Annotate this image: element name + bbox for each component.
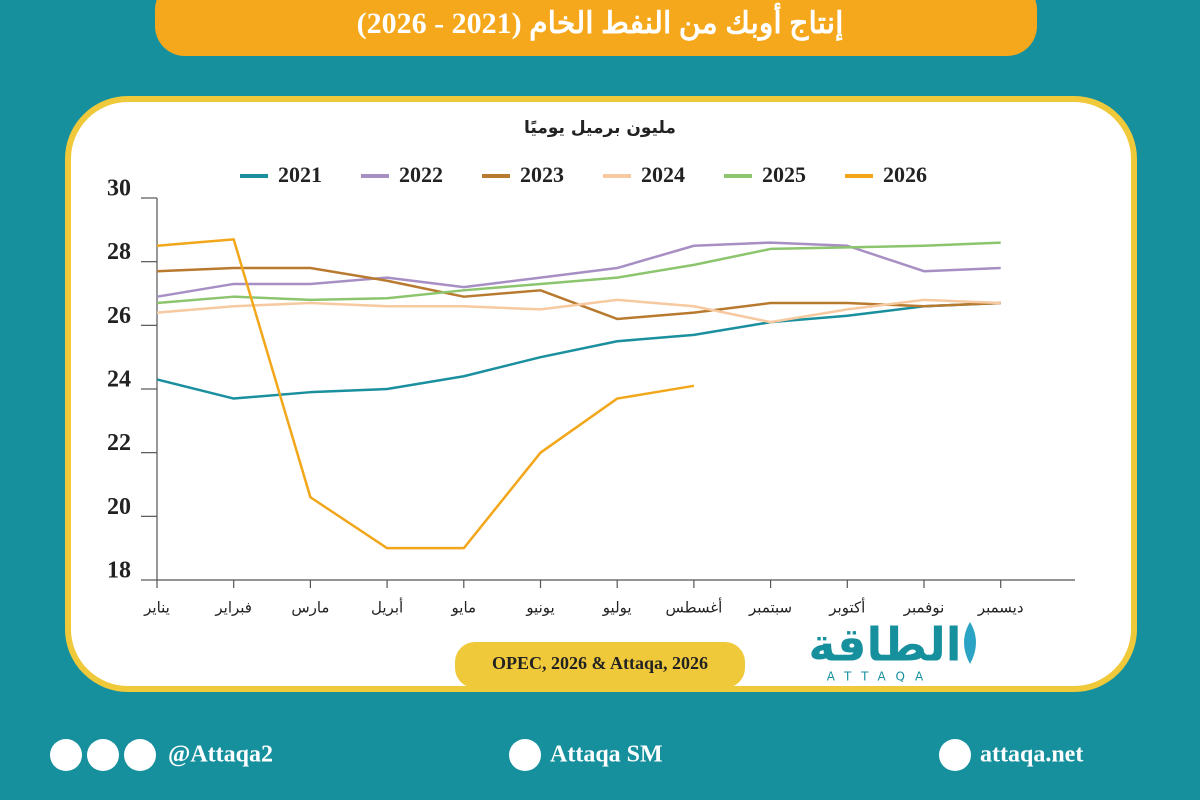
- logo-latin: ATTAQA: [827, 670, 933, 684]
- series-line: [156, 241, 1001, 305]
- x-tick-label: مارس: [291, 599, 329, 617]
- x-tick-label: فبراير: [214, 599, 252, 617]
- series-line: [156, 301, 1001, 400]
- series-line: [156, 238, 695, 550]
- legend-label: 2024: [641, 162, 685, 187]
- footer-youtube: Attaqa SM: [550, 742, 663, 768]
- legend-label: 2022: [399, 162, 443, 187]
- facebook-icon: [124, 739, 156, 771]
- y-tick-label: 28: [107, 239, 131, 265]
- instagram-icon: [87, 739, 119, 771]
- source-box: [455, 642, 745, 688]
- youtube-icon: [509, 739, 541, 771]
- x-icon: [50, 739, 82, 771]
- x-tick-label: نوفمبر: [903, 599, 945, 617]
- series-line: [156, 298, 1001, 324]
- y-tick-label: 22: [107, 430, 131, 456]
- web-icon: [939, 739, 971, 771]
- legend-label: 2026: [883, 162, 927, 187]
- footer-icons: [50, 739, 971, 771]
- x-tick-label: يناير: [143, 599, 170, 617]
- footer-website: attaqa.net: [980, 742, 1083, 768]
- y-tick-label: 20: [107, 494, 131, 520]
- legend-label: 2023: [520, 162, 564, 187]
- x-tick-label: ديسمبر: [977, 599, 1024, 617]
- x-tick-label: أغسطس: [665, 598, 722, 617]
- y-axis-label: مليون برميل يوميًا: [524, 118, 676, 138]
- series-line: [156, 241, 1001, 298]
- title-banner: [155, 0, 1037, 56]
- x-tick-label: أبريل: [371, 598, 403, 617]
- x-tick-label: مايو: [451, 599, 477, 617]
- logo-drop: [964, 622, 976, 664]
- chart-title: إنتاج أوبك من النفط الخام (2021 - 2026): [357, 2, 844, 42]
- footer-social: @Attaqa2: [168, 742, 273, 768]
- x-tick-label: سبتمبر: [748, 599, 792, 617]
- x-tick-label: يوليو: [602, 599, 632, 617]
- x-tick-label: أكتوبر: [828, 598, 865, 617]
- legend-label: 2025: [762, 162, 806, 187]
- y-tick-label: 30: [107, 176, 131, 202]
- source: OPEC, 2026 & Attaqa, 2026: [492, 653, 708, 673]
- y-tick-label: 26: [107, 303, 131, 329]
- logo-text: الطاقة: [808, 618, 961, 672]
- legend-label: 2021: [278, 162, 322, 187]
- y-tick-label: 18: [107, 558, 131, 584]
- x-tick-label: يونيو: [525, 599, 554, 617]
- y-tick-label: 24: [107, 367, 131, 393]
